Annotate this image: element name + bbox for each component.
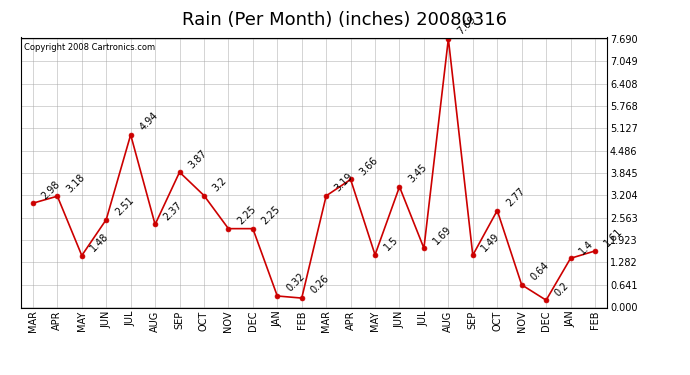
Text: 3.45: 3.45 — [406, 162, 428, 184]
Text: 0.32: 0.32 — [284, 272, 306, 294]
Text: 2.77: 2.77 — [504, 186, 526, 209]
Text: 0.64: 0.64 — [529, 261, 551, 283]
Text: 3.18: 3.18 — [64, 172, 86, 194]
Text: 3.2: 3.2 — [211, 176, 229, 194]
Text: 0.2: 0.2 — [553, 280, 571, 298]
Text: 2.51: 2.51 — [113, 195, 135, 217]
Text: 4.94: 4.94 — [137, 111, 160, 133]
Text: 2.25: 2.25 — [260, 204, 282, 226]
Text: Rain (Per Month) (inches) 20080316: Rain (Per Month) (inches) 20080316 — [182, 11, 508, 29]
Text: 2.37: 2.37 — [162, 200, 184, 222]
Text: 2.25: 2.25 — [235, 204, 258, 226]
Text: 3.87: 3.87 — [186, 148, 209, 170]
Text: 2.98: 2.98 — [40, 179, 62, 201]
Text: 3.66: 3.66 — [357, 155, 380, 177]
Text: 1.61: 1.61 — [602, 226, 624, 249]
Text: 7.69: 7.69 — [455, 14, 477, 37]
Text: Copyright 2008 Cartronics.com: Copyright 2008 Cartronics.com — [23, 43, 155, 52]
Text: 3.19: 3.19 — [333, 171, 355, 194]
Text: 0.26: 0.26 — [308, 274, 331, 296]
Text: 1.48: 1.48 — [89, 231, 111, 254]
Text: 1.5: 1.5 — [382, 235, 400, 253]
Text: 1.4: 1.4 — [578, 238, 595, 256]
Text: 1.49: 1.49 — [480, 231, 502, 253]
Text: 1.69: 1.69 — [431, 224, 453, 246]
